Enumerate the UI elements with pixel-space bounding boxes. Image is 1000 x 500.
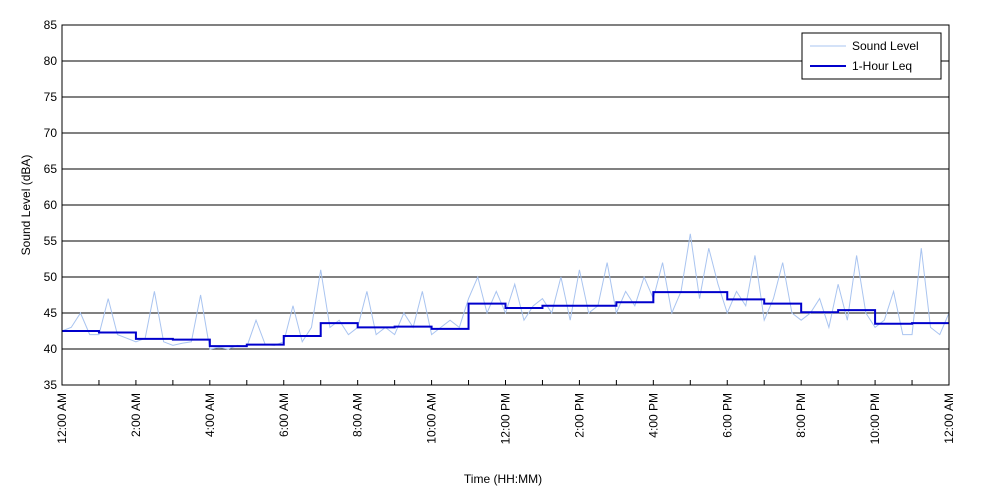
y-tick-label: 75 [44,90,58,104]
plot-frame [61,24,950,386]
x-tick-label: 4:00 AM [203,393,217,437]
y-tick-label: 35 [44,378,58,392]
y-tick-label: 85 [44,18,58,32]
x-tick-label: 8:00 PM [794,393,808,438]
x-tick-label: 12:00 AM [942,393,956,444]
y-tick-label: 60 [44,198,58,212]
legend-box [801,32,942,80]
legend-label: Sound Level [852,39,919,53]
x-tick-label: 12:00 AM [55,393,69,444]
x-tick-label: 2:00 PM [572,393,586,438]
legend-label: 1-Hour Leq [852,59,912,73]
x-tick-label: 4:00 PM [646,393,660,438]
x-tick-label: 12:00 PM [499,393,513,444]
series-line [62,291,949,348]
x-tick-label: 2:00 AM [129,393,143,437]
x-tick-label: 8:00 AM [351,393,365,437]
y-tick-label: 70 [44,126,58,140]
y-tick-label: 65 [44,162,58,176]
y-axis-label: Sound Level (dBA) [19,155,33,256]
x-tick-label: 6:00 AM [277,393,291,437]
y-tick-label: 50 [44,270,58,284]
y-tick-label: 80 [44,54,58,68]
x-tick-label: 10:00 AM [425,393,439,444]
y-tick-label: 55 [44,234,58,248]
x-axis-label: Time (HH:MM) [464,472,542,486]
series-line [61,233,950,350]
x-tick-label: 6:00 PM [720,393,734,438]
x-tick-label: 10:00 PM [868,393,882,444]
y-tick-label: 40 [44,342,58,356]
y-tick-label: 45 [44,306,58,320]
